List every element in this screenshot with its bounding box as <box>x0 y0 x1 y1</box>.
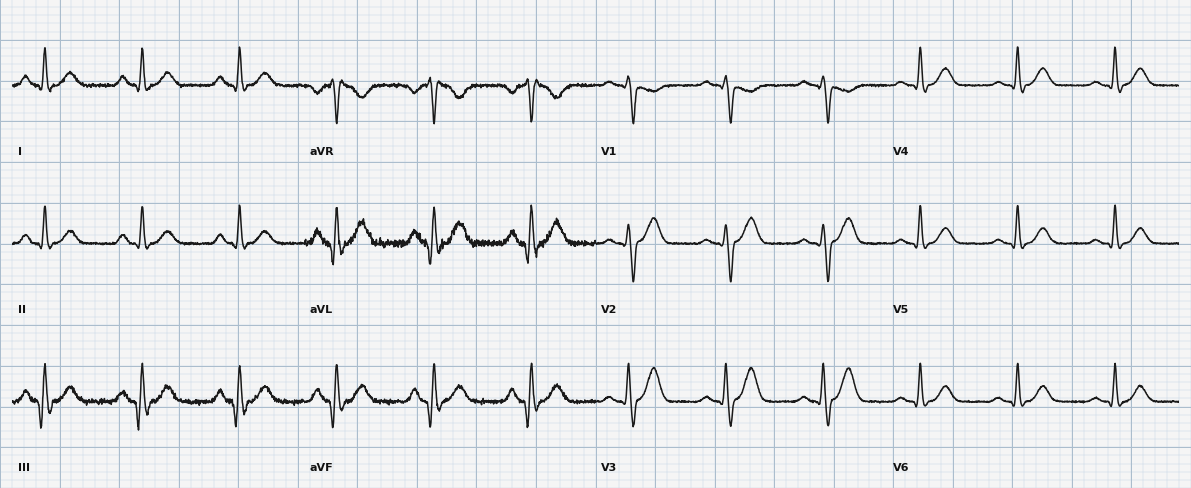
Text: I: I <box>18 146 21 157</box>
Text: V3: V3 <box>601 462 618 472</box>
Text: V4: V4 <box>893 146 910 157</box>
Text: aVR: aVR <box>310 146 335 157</box>
Text: aVF: aVF <box>310 462 333 472</box>
Text: V5: V5 <box>893 305 910 314</box>
Text: aVL: aVL <box>310 305 332 314</box>
Text: V1: V1 <box>601 146 618 157</box>
Text: III: III <box>18 462 30 472</box>
Text: V2: V2 <box>601 305 618 314</box>
Text: V6: V6 <box>893 462 910 472</box>
Text: II: II <box>18 305 26 314</box>
